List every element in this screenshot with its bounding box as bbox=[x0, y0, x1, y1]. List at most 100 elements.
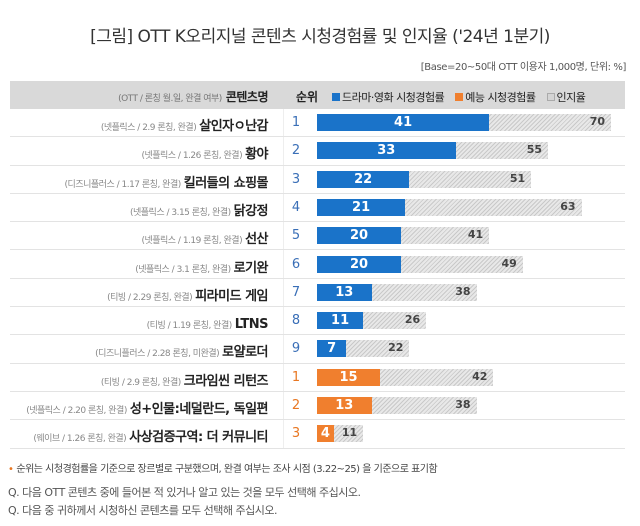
legend: 드라마·영화 시청경험률 예능 시청경험률 인지율 bbox=[332, 89, 593, 105]
legend-item-variety: 예능 시청경험률 bbox=[455, 91, 536, 104]
rank-value: 6 bbox=[291, 256, 301, 272]
drama-viewing-bar: 33 bbox=[317, 142, 456, 160]
legend-label-drama: 드라마·영화 시청경험률 bbox=[342, 91, 445, 104]
rank-value: 8 bbox=[291, 313, 301, 329]
table-row: (넷플릭스 / 2.9 론칭, 완결) 살인자ㅇ난감 1 70 41 bbox=[10, 109, 625, 138]
table-row: (넷플릭스 / 2.20 론칭, 완결) 성+인물:네덜란드, 독일편 2 38 13 bbox=[10, 392, 625, 421]
table-row: (웨이브 / 1.26 론칭, 완결) 사상검증구역: 더 커뮤니티 3 11 4 bbox=[10, 420, 625, 449]
table-row: (넷플릭스 / 3.15 론칭, 완결) 닭강정 4 63 21 bbox=[10, 194, 625, 223]
content-name: 피라미드 게임 bbox=[195, 288, 268, 304]
content-meta: (웨이브 / 1.26 론칭, 완결) bbox=[33, 434, 127, 445]
content-label: (넷플릭스 / 1.19 론칭, 완결) 선산 bbox=[141, 228, 268, 247]
table-row: (디즈니플러스 / 1.17 론칭, 완결) 킬러들의 쇼핑몰 3 51 22 bbox=[10, 166, 625, 194]
content-meta: (넷플릭스 / 2.20 론칭, 완결) bbox=[26, 406, 127, 416]
viewing-value: 22 bbox=[354, 171, 373, 187]
awareness-value: 41 bbox=[467, 228, 484, 242]
rank-value: 1 bbox=[291, 369, 301, 385]
rank-value: 4 bbox=[291, 199, 301, 215]
bullet-icon: • bbox=[8, 464, 14, 475]
rank-value: 3 bbox=[291, 171, 301, 187]
viewing-value: 13 bbox=[335, 398, 354, 413]
content-name: 살인자ㅇ난감 bbox=[199, 119, 268, 134]
header-main: 콘텐츠명 bbox=[225, 90, 269, 104]
variety-viewing-bar: 4 bbox=[317, 425, 334, 443]
drama-viewing-bar: 11 bbox=[317, 312, 364, 330]
table-row: (넷플릭스 / 1.26 론칭, 완결) 황야 2 55 33 bbox=[10, 137, 625, 166]
rank-value: 2 bbox=[291, 143, 301, 159]
viewing-value: 7 bbox=[327, 341, 337, 357]
viewing-value: 4 bbox=[320, 426, 330, 442]
content-label: (티빙 / 2.29 론칭, 완결) 피라미드 게임 bbox=[107, 285, 268, 304]
content-meta: (넷플릭스 / 2.9 론칭, 완결) bbox=[100, 123, 197, 133]
content-label: (디즈니플러스 / 2.28 론칭, 미완결) 로얄로더 bbox=[95, 341, 268, 360]
table-header: (OTT / 론칭 월.일, 완결 여부) 콘텐츠명 순위 드라마·영화 시청경험… bbox=[10, 81, 625, 109]
content-name: 선산 bbox=[245, 232, 268, 248]
rank-value: 5 bbox=[291, 228, 301, 244]
table-row: (티빙 / 1.19 론칭, 완결) LTNS 8 26 11 bbox=[10, 307, 625, 336]
footnote-text: 순위는 시청경험률을 기준으로 장르별로 구분했으며, 완결 여부는 조사 시점… bbox=[16, 464, 438, 475]
viewing-value: 21 bbox=[352, 199, 371, 215]
content-name: 닭강정 bbox=[233, 203, 269, 219]
content-meta: (티빙 / 2.29 론칭, 완결) bbox=[107, 292, 193, 303]
header-rank: 순위 bbox=[296, 90, 319, 104]
content-meta: (디즈니플러스 / 1.17 론칭, 완결) bbox=[64, 179, 182, 190]
awareness-value: 49 bbox=[501, 256, 517, 270]
content-meta: (티빙 / 1.19 론칭, 완결) bbox=[146, 321, 233, 332]
awareness-value: 11 bbox=[341, 426, 358, 440]
awareness-value: 63 bbox=[560, 199, 576, 213]
content-label: (넷플릭스 / 3.15 론칭, 완결) 닭강정 bbox=[129, 200, 269, 219]
content-label: (디즈니플러스 / 1.17 론칭, 완결) 킬러들의 쇼핑몰 bbox=[64, 172, 269, 191]
drama-viewing-bar: 20 bbox=[317, 227, 401, 245]
content-meta: (넷플릭스 / 3.15 론칭, 완결) bbox=[129, 207, 231, 218]
drama-viewing-bar: 20 bbox=[317, 255, 401, 273]
awareness-value: 42 bbox=[472, 369, 488, 383]
awareness-value: 55 bbox=[526, 143, 542, 157]
awareness-value: 70 bbox=[589, 115, 605, 128]
content-label: (넷플릭스 / 2.20 론칭, 완결) 성+인물:네덜란드, 독일편 bbox=[26, 398, 268, 417]
content-label: (넷플릭스 / 2.9 론칭, 완결) 살인자ㅇ난감 bbox=[100, 115, 269, 134]
content-meta: (넷플릭스 / 3.1 론칭, 완결) bbox=[135, 264, 231, 275]
rank-value: 1 bbox=[291, 115, 301, 130]
viewing-value: 41 bbox=[394, 115, 413, 130]
content-meta: (티빙 / 2.9 론칭, 완결) bbox=[100, 377, 181, 388]
viewing-value: 13 bbox=[335, 284, 354, 300]
footnote: • 순위는 시청경험률을 기준으로 장르별로 구분했으며, 완결 여부는 조사 시… bbox=[8, 460, 438, 475]
awareness-value: 26 bbox=[404, 313, 421, 327]
awareness-value: 51 bbox=[509, 171, 526, 185]
content-name: 사상검증구역: 더 커뮤니티 bbox=[129, 430, 268, 446]
awareness-value: 38 bbox=[455, 284, 471, 298]
viewing-value: 20 bbox=[349, 256, 369, 272]
table-row: (티빙 / 2.9 론칭, 완결) 크라임씬 리턴즈 1 42 15 bbox=[10, 364, 625, 392]
content-name: 크라임씬 리턴즈 bbox=[183, 373, 269, 389]
rank-value: 3 bbox=[291, 426, 301, 442]
viewing-value: 33 bbox=[377, 143, 396, 159]
content-meta: (넷플릭스 / 1.26 론칭, 완결) bbox=[141, 151, 243, 162]
content-name: 성+인물:네덜란드, 독일편 bbox=[129, 402, 269, 417]
rank-value: 2 bbox=[291, 398, 301, 413]
content-name: 황야 bbox=[245, 147, 268, 163]
legend-item-drama: 드라마·영화 시청경험률 bbox=[332, 91, 445, 104]
legend-swatch-drama bbox=[332, 93, 340, 101]
chart-title: [그림] OTT K오리지널 콘텐츠 시청경험률 및 인지율 ('24년 1분기… bbox=[90, 27, 550, 47]
legend-label-variety: 예능 시청경험률 bbox=[465, 91, 536, 104]
drama-viewing-bar: 13 bbox=[317, 283, 372, 301]
content-name: LTNS bbox=[234, 317, 269, 333]
rank-value: 9 bbox=[291, 341, 301, 357]
viewing-value: 11 bbox=[331, 313, 350, 329]
legend-swatch-awareness bbox=[546, 93, 555, 101]
variety-viewing-bar: 15 bbox=[317, 368, 380, 386]
base-note: [Base=20~50대 OTT 이용자 1,000명, 단위: %] bbox=[420, 62, 627, 73]
viewing-value: 20 bbox=[349, 228, 369, 244]
content-meta: (디즈니플러스 / 2.28 론칭, 미완결) bbox=[95, 349, 220, 360]
table-row: (티빙 / 2.29 론칭, 완결) 피라미드 게임 7 38 13 bbox=[10, 279, 625, 308]
drama-viewing-bar: 22 bbox=[317, 170, 410, 188]
awareness-value: 38 bbox=[455, 398, 471, 411]
content-name: 로얄로더 bbox=[222, 345, 268, 361]
legend-swatch-variety bbox=[455, 93, 464, 101]
header-sub: (OTT / 론칭 월.일, 완결 여부) bbox=[118, 94, 222, 104]
question-1: Q. 다음 OTT 콘텐츠 중에 들어본 적 있거나 알고 있는 것을 모두 선… bbox=[8, 486, 361, 499]
viewing-value: 15 bbox=[339, 369, 358, 385]
drama-viewing-bar: 41 bbox=[317, 114, 490, 131]
table-row: (디즈니플러스 / 2.28 론칭, 미완결) 로얄로더 9 22 7 bbox=[10, 335, 625, 364]
drama-viewing-bar: 21 bbox=[317, 198, 406, 216]
